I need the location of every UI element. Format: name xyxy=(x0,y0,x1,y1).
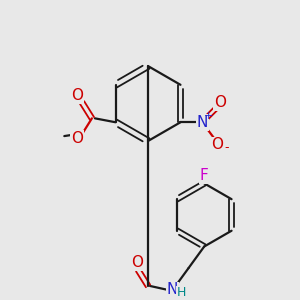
Text: O: O xyxy=(71,130,83,146)
Text: O: O xyxy=(214,95,226,110)
Text: -: - xyxy=(225,141,229,154)
Text: F: F xyxy=(200,168,208,183)
Text: N: N xyxy=(196,115,208,130)
Text: N: N xyxy=(167,282,178,297)
Text: O: O xyxy=(131,255,143,270)
Text: H: H xyxy=(177,286,186,299)
Text: O: O xyxy=(211,137,223,152)
Text: +: + xyxy=(203,111,213,122)
Text: O: O xyxy=(71,88,83,103)
